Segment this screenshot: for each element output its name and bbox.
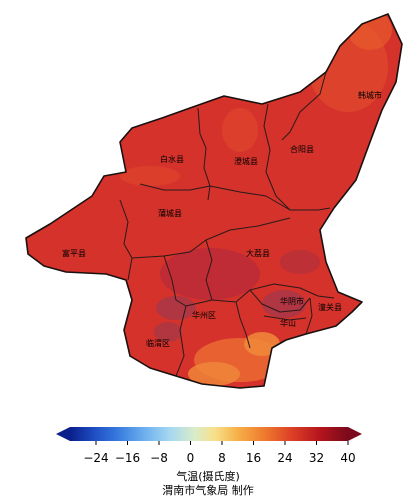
warm-patch-baishui [120,166,180,186]
colorbar-tick-label: 40 [340,451,355,465]
label-heyang: 合阳县 [290,144,314,154]
colorbar: −24 −16 −8 0 8 16 24 32 40 [56,427,362,465]
label-hancheng: 韩城市 [358,90,382,100]
cool-patch-east [280,250,320,274]
border-chengcheng-heyang [263,103,291,211]
border-heyang-hancheng [281,71,327,141]
county-borders [119,71,335,377]
colorbar-tick-label: 32 [309,451,324,465]
map-region [26,14,402,388]
border-huayin-tongguan [305,297,313,335]
colorbar-tick-label: −24 [83,451,108,465]
cool-patch-dali [160,248,260,300]
region-outline [25,13,403,389]
colorbar-tick-label: 24 [277,451,292,465]
border-huayin-north [249,289,311,313]
label-chengcheng: 澄城县 [234,156,258,166]
colorbar-max-arrow [348,427,362,441]
label-pucheng: 蒲城县 [158,208,182,218]
border-dali-linwei [205,239,213,301]
border-linwei-huazhou [175,305,187,377]
county-labels: 韩城市 白水县 澄城县 合阳县 蒲城县 富平县 大荔县 华阴市 潼关县 华州区 … [62,90,382,348]
colorbar-tick-label: 16 [246,451,261,465]
label-dali: 大荔县 [246,248,270,258]
label-tongguan: 潼关县 [318,302,342,312]
border-baishui-chengcheng [197,107,211,201]
colorbar-ticks: −24 −16 −8 0 8 16 24 32 40 [83,441,356,465]
cooler-patch-huazhou [156,296,196,320]
label-linwei: 临渭区 [146,338,170,348]
colorbar-tick-label: 8 [218,451,226,465]
border-fuping-pucheng [119,199,133,281]
warm-patch-chengcheng [222,108,258,152]
hot-patch-huashan [244,332,280,356]
colorbar-tick-label: 0 [187,451,195,465]
border-north-central [139,183,331,211]
border-huazhou-huayin [235,301,251,349]
colorbar-tick-label: −16 [115,451,140,465]
colorbar-gradient [70,427,348,441]
colorbar-tick-label: −8 [150,451,168,465]
label-baishui: 白水县 [160,154,184,164]
unit-caption: 气温(摄氏度) [176,469,240,483]
warm-patch-north [348,14,392,50]
border-huashan-north [263,315,307,321]
producer-caption: 渭南市气象局 制作 [162,483,254,497]
cooler-patch-linwei [154,322,182,342]
label-fuping: 富平县 [62,248,86,258]
colorbar-min-arrow [56,427,70,441]
label-huayin: 华阴市 [280,296,304,306]
label-huashan: 华山 [280,318,296,328]
hot-patch-far-south [188,362,240,386]
label-huazhou: 华州区 [192,310,216,320]
